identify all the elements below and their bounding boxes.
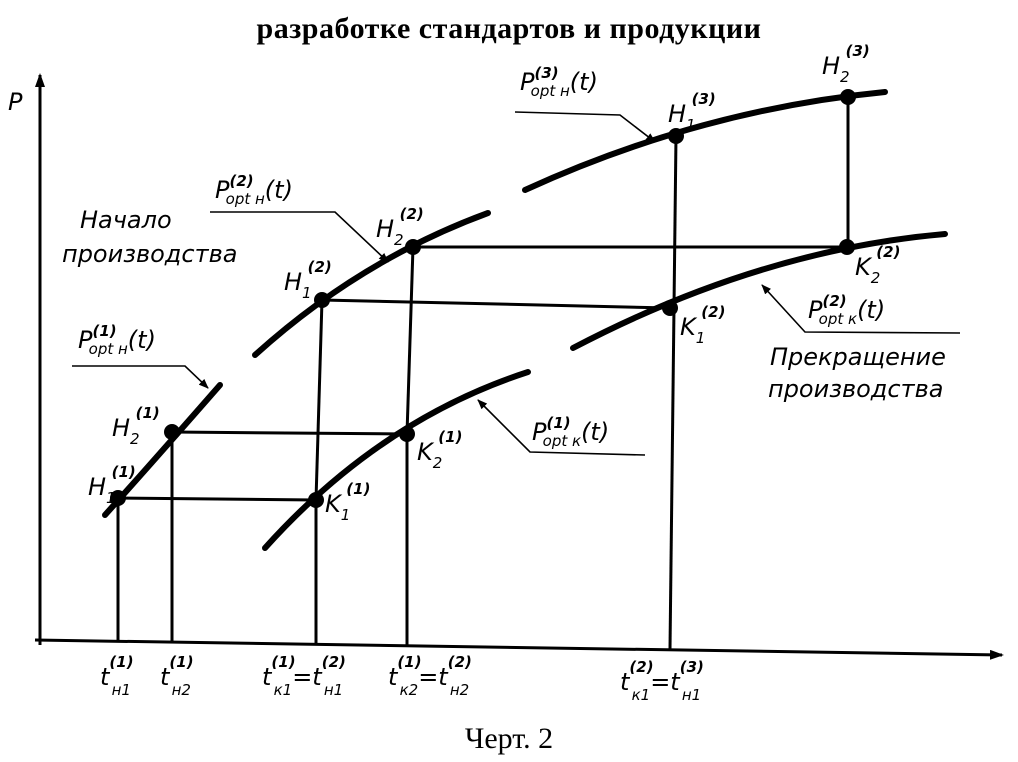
label-k11: K1(1) [325, 480, 370, 524]
curve-n3 [522, 89, 888, 193]
pointer-n1 [72, 365, 209, 389]
curve-k1 [262, 369, 531, 551]
point-h23 [840, 89, 856, 105]
label-curve-n3: P(3) opt н(t) [520, 64, 598, 100]
tick-t5: t(2) к1=t(3) н1 [620, 658, 704, 704]
label-curve-k2: P(2) opt к(t) [808, 292, 885, 328]
label-h13: H1(3) [668, 90, 716, 134]
label-k22: K2(2) [855, 243, 900, 287]
y-axis-label: P [8, 88, 23, 116]
label-h23: H2(3) [822, 42, 870, 86]
annotation-start-line2: производства [62, 240, 237, 268]
point-h13 [668, 128, 684, 144]
pointer-k1 [477, 399, 646, 456]
figure-caption: Черт. 2 [464, 722, 554, 755]
point-h21 [164, 424, 180, 440]
tick-t3: t(1) к1=t(2) н1 [262, 653, 346, 699]
label-h11: H1(1) [88, 463, 136, 507]
curve-n2 [252, 210, 491, 358]
annotation-stop-line1: Прекращение [770, 343, 946, 371]
pointer-n2 [210, 211, 389, 263]
point-h12 [314, 292, 330, 308]
label-h12: H1(2) [284, 258, 332, 302]
label-h22: H2(2) [376, 205, 424, 249]
point-k22 [839, 239, 855, 255]
pointer-k2 [761, 284, 961, 334]
label-k12: K1(2) [680, 303, 725, 347]
page-title: разработке стандартов и продукции [256, 12, 762, 45]
label-curve-n1: P(1) opt н(t) [78, 322, 156, 358]
guide-lines [116, 97, 850, 650]
tick-t2: t(1) н2 [160, 653, 194, 699]
label-h21: H2(1) [112, 404, 160, 448]
tick-t4: t(1) к2=t(2) н2 [388, 653, 472, 699]
tick-t1: t(1) н1 [100, 653, 134, 699]
annotation-stop-line2: производства [768, 375, 943, 403]
annotation-start-line1: Начало [80, 206, 172, 234]
point-k21 [399, 426, 415, 442]
curve-k2 [570, 231, 948, 351]
point-h11 [110, 490, 126, 506]
pointer-n3 [514, 111, 656, 143]
point-k12 [662, 300, 678, 316]
point-h22 [405, 239, 421, 255]
label-k21: K2(1) [417, 428, 462, 472]
x-axis [34, 638, 1004, 660]
label-curve-n2: P(2) opt н(t) [215, 172, 293, 208]
points [110, 89, 856, 508]
point-k11 [308, 492, 324, 508]
label-curve-k1: P(1) opt к(t) [532, 414, 609, 450]
